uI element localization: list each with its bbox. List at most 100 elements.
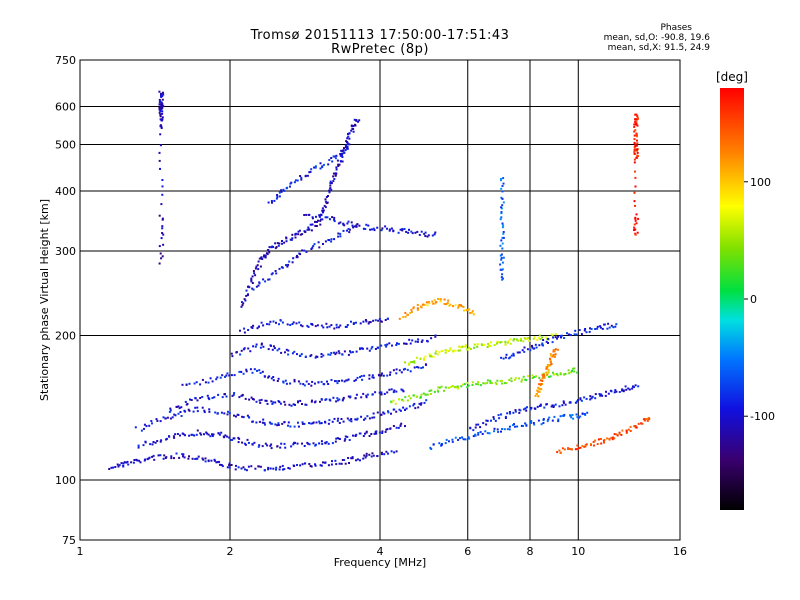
data-point [337,235,340,238]
data-point [417,406,420,409]
data-point [343,350,346,353]
data-point [341,156,344,158]
data-point [223,393,226,396]
data-point [500,187,503,190]
data-point [486,381,489,384]
data-point [214,411,217,414]
data-point [342,420,345,423]
data-point [637,385,640,388]
data-point [158,151,161,154]
data-point [159,454,162,457]
data-point [514,425,516,428]
data-point [438,351,441,354]
data-point [291,261,294,264]
data-point [365,452,368,455]
data-point [335,323,338,326]
x-tick-label: 16 [673,545,687,558]
data-point [457,306,460,309]
data-point [547,368,550,371]
data-point [553,373,556,376]
data-point [444,386,447,389]
data-point [284,446,287,449]
data-point [501,226,504,229]
data-point [610,436,613,439]
data-point [494,381,497,384]
data-point [457,387,460,390]
data-point [155,418,158,421]
data-point [188,382,191,385]
data-point [434,231,437,234]
data-point [542,375,545,378]
data-point [354,397,357,400]
data-point [201,457,204,460]
data-point [176,433,179,435]
data-point [254,467,257,470]
data-point [396,342,398,345]
data-point [571,369,573,372]
data-point [322,383,325,386]
data-point [472,435,475,438]
data-point [507,357,510,360]
data-point [204,457,207,460]
data-point [430,389,433,392]
y-tick-label: 500 [55,139,76,152]
data-point [287,421,290,424]
data-point [264,256,267,259]
data-point [345,140,348,143]
data-point [262,278,265,281]
data-point [536,405,539,408]
data-point [392,391,395,394]
data-point [211,397,214,399]
data-point [161,95,164,98]
data-point [322,163,325,166]
data-point [324,200,327,203]
data-point [640,422,643,425]
data-point [341,353,344,356]
data-point [341,459,344,461]
data-point [410,308,413,311]
data-point [520,380,523,383]
data-point [359,347,361,350]
data-point [182,455,184,458]
data-point [268,278,271,281]
data-point [635,149,638,152]
data-point [162,93,165,96]
data-point [474,434,477,437]
x-axis-ticks: 1 2 4 6 8 10 16 [77,545,688,558]
data-point [561,404,564,407]
data-point [459,304,462,307]
data-point [355,350,358,353]
data-point [514,377,517,380]
data-point [588,330,591,333]
data-point [308,422,311,425]
data-point [258,444,261,447]
data-point [210,459,213,462]
data-point [510,354,513,357]
data-point [461,436,464,439]
data-point [378,391,381,394]
data-point [608,326,611,329]
data-point [524,422,527,425]
data-point [194,406,197,409]
data-point [307,442,310,445]
data-point [633,229,636,232]
data-point [496,341,499,344]
data-point [194,458,197,460]
data-point [317,241,320,244]
data-point [424,235,427,237]
data-point [270,447,273,450]
data-point [373,432,376,435]
data-point [266,249,269,252]
y-tick-label: 300 [55,245,76,258]
data-point [399,228,402,231]
data-point [634,113,637,116]
data-point [635,113,638,116]
data-point [500,258,503,261]
data-point [247,441,250,444]
data-point [208,410,211,413]
data-point [635,426,638,429]
data-point [523,346,526,349]
data-point [387,317,389,320]
data-point [343,147,345,150]
data-point [437,390,440,393]
